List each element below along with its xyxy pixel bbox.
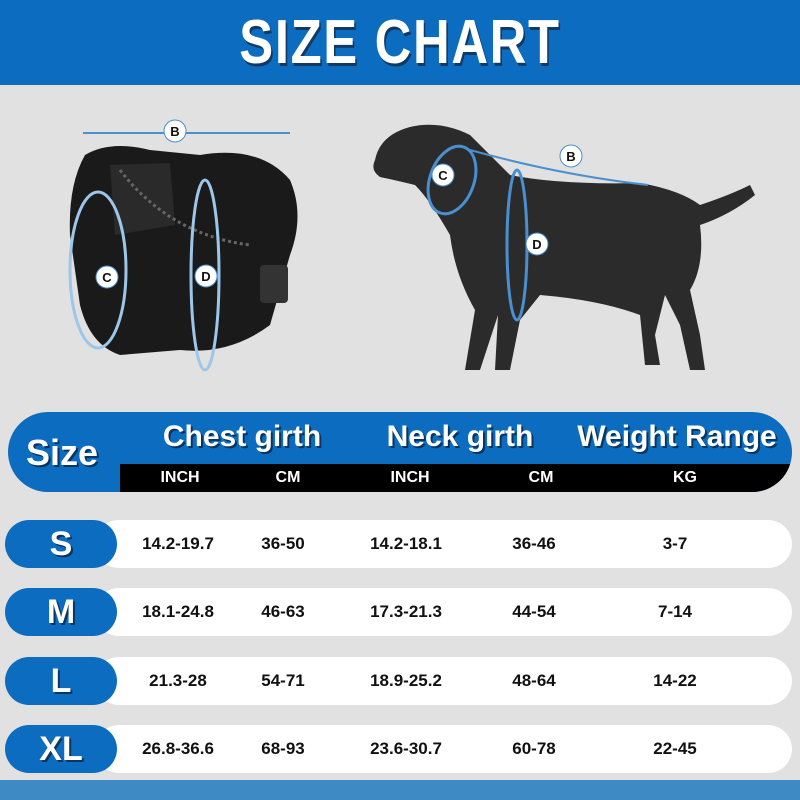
table-row: L 21.3-28 54-71 18.9-25.2 48-64 14-22 xyxy=(5,657,792,705)
cell-neck-inch: 18.9-25.2 xyxy=(370,671,442,690)
weight-range-header: Weight Range xyxy=(577,420,777,453)
size-pill: XL xyxy=(5,725,117,773)
chest-girth-header: Chest girth xyxy=(162,420,322,453)
harness-image: B C D xyxy=(68,119,298,372)
size-pill: S xyxy=(5,520,117,568)
cell-weight-kg: 22-45 xyxy=(653,739,697,758)
cell-weight-kg: 7-14 xyxy=(657,602,693,621)
footer-bar xyxy=(0,780,800,800)
row-background xyxy=(95,657,792,705)
row-background xyxy=(95,725,792,773)
cell-neck-inch: 17.3-21.3 xyxy=(370,602,442,621)
cell-neck-cm: 44-54 xyxy=(512,602,556,621)
size-pill: M xyxy=(5,588,117,636)
dog-label-c: C xyxy=(438,168,448,183)
row-background xyxy=(95,520,792,568)
row-background xyxy=(95,588,792,636)
table-row: M 18.1-24.8 46-63 17.3-21.3 44-54 7-14 xyxy=(5,588,792,636)
title-banner: SIZE CHART xyxy=(0,0,800,85)
neck-girth-header: Neck girth xyxy=(386,420,534,453)
cell-chest-inch: 26.8-36.6 xyxy=(142,739,214,758)
cell-neck-cm: 48-64 xyxy=(512,671,556,690)
cell-chest-cm: 36-50 xyxy=(261,534,305,553)
cell-neck-inch: 23.6-30.7 xyxy=(370,739,442,758)
table-row: XL 26.8-36.6 68-93 23.6-30.7 60-78 22-45 xyxy=(5,725,792,773)
unit-chest-inch: INCH xyxy=(160,469,200,486)
cell-neck-inch: 14.2-18.1 xyxy=(370,534,442,553)
page-title: SIZE CHART xyxy=(239,8,561,77)
cell-chest-cm: 54-71 xyxy=(261,671,305,690)
dog-silhouette: C B D xyxy=(373,124,755,370)
table-header: Size Chest girth Neck girth Weight Range… xyxy=(8,412,792,492)
cell-neck-cm: 60-78 xyxy=(512,739,556,758)
label-c: C xyxy=(102,270,112,285)
cell-weight-kg: 14-22 xyxy=(653,671,697,690)
cell-chest-cm: 68-93 xyxy=(261,739,305,758)
cell-neck-cm: 36-46 xyxy=(512,534,556,553)
cell-chest-cm: 46-63 xyxy=(261,602,305,621)
cell-weight-kg: 3-7 xyxy=(662,534,688,553)
cell-chest-inch: 18.1-24.8 xyxy=(142,602,214,621)
unit-header-band: INCH CM INCH CM KG xyxy=(120,464,792,492)
label-d: D xyxy=(201,269,210,284)
measurement-illustrations: B C D C B D xyxy=(68,119,755,372)
unit-weight-kg: KG xyxy=(673,469,697,486)
label-b: B xyxy=(170,124,179,139)
table-row: S 14.2-19.7 36-50 14.2-18.1 36-46 3-7 xyxy=(5,520,792,568)
size-header: Size xyxy=(26,432,99,473)
cell-chest-inch: 14.2-19.7 xyxy=(142,534,214,553)
dog-label-d: D xyxy=(532,237,541,252)
dog-label-b: B xyxy=(566,149,575,164)
size-pill: L xyxy=(5,657,117,705)
unit-neck-inch: INCH xyxy=(390,469,430,486)
cell-chest-inch: 21.3-28 xyxy=(149,671,207,690)
unit-chest-cm: CM xyxy=(275,469,301,486)
unit-neck-cm: CM xyxy=(528,469,554,486)
